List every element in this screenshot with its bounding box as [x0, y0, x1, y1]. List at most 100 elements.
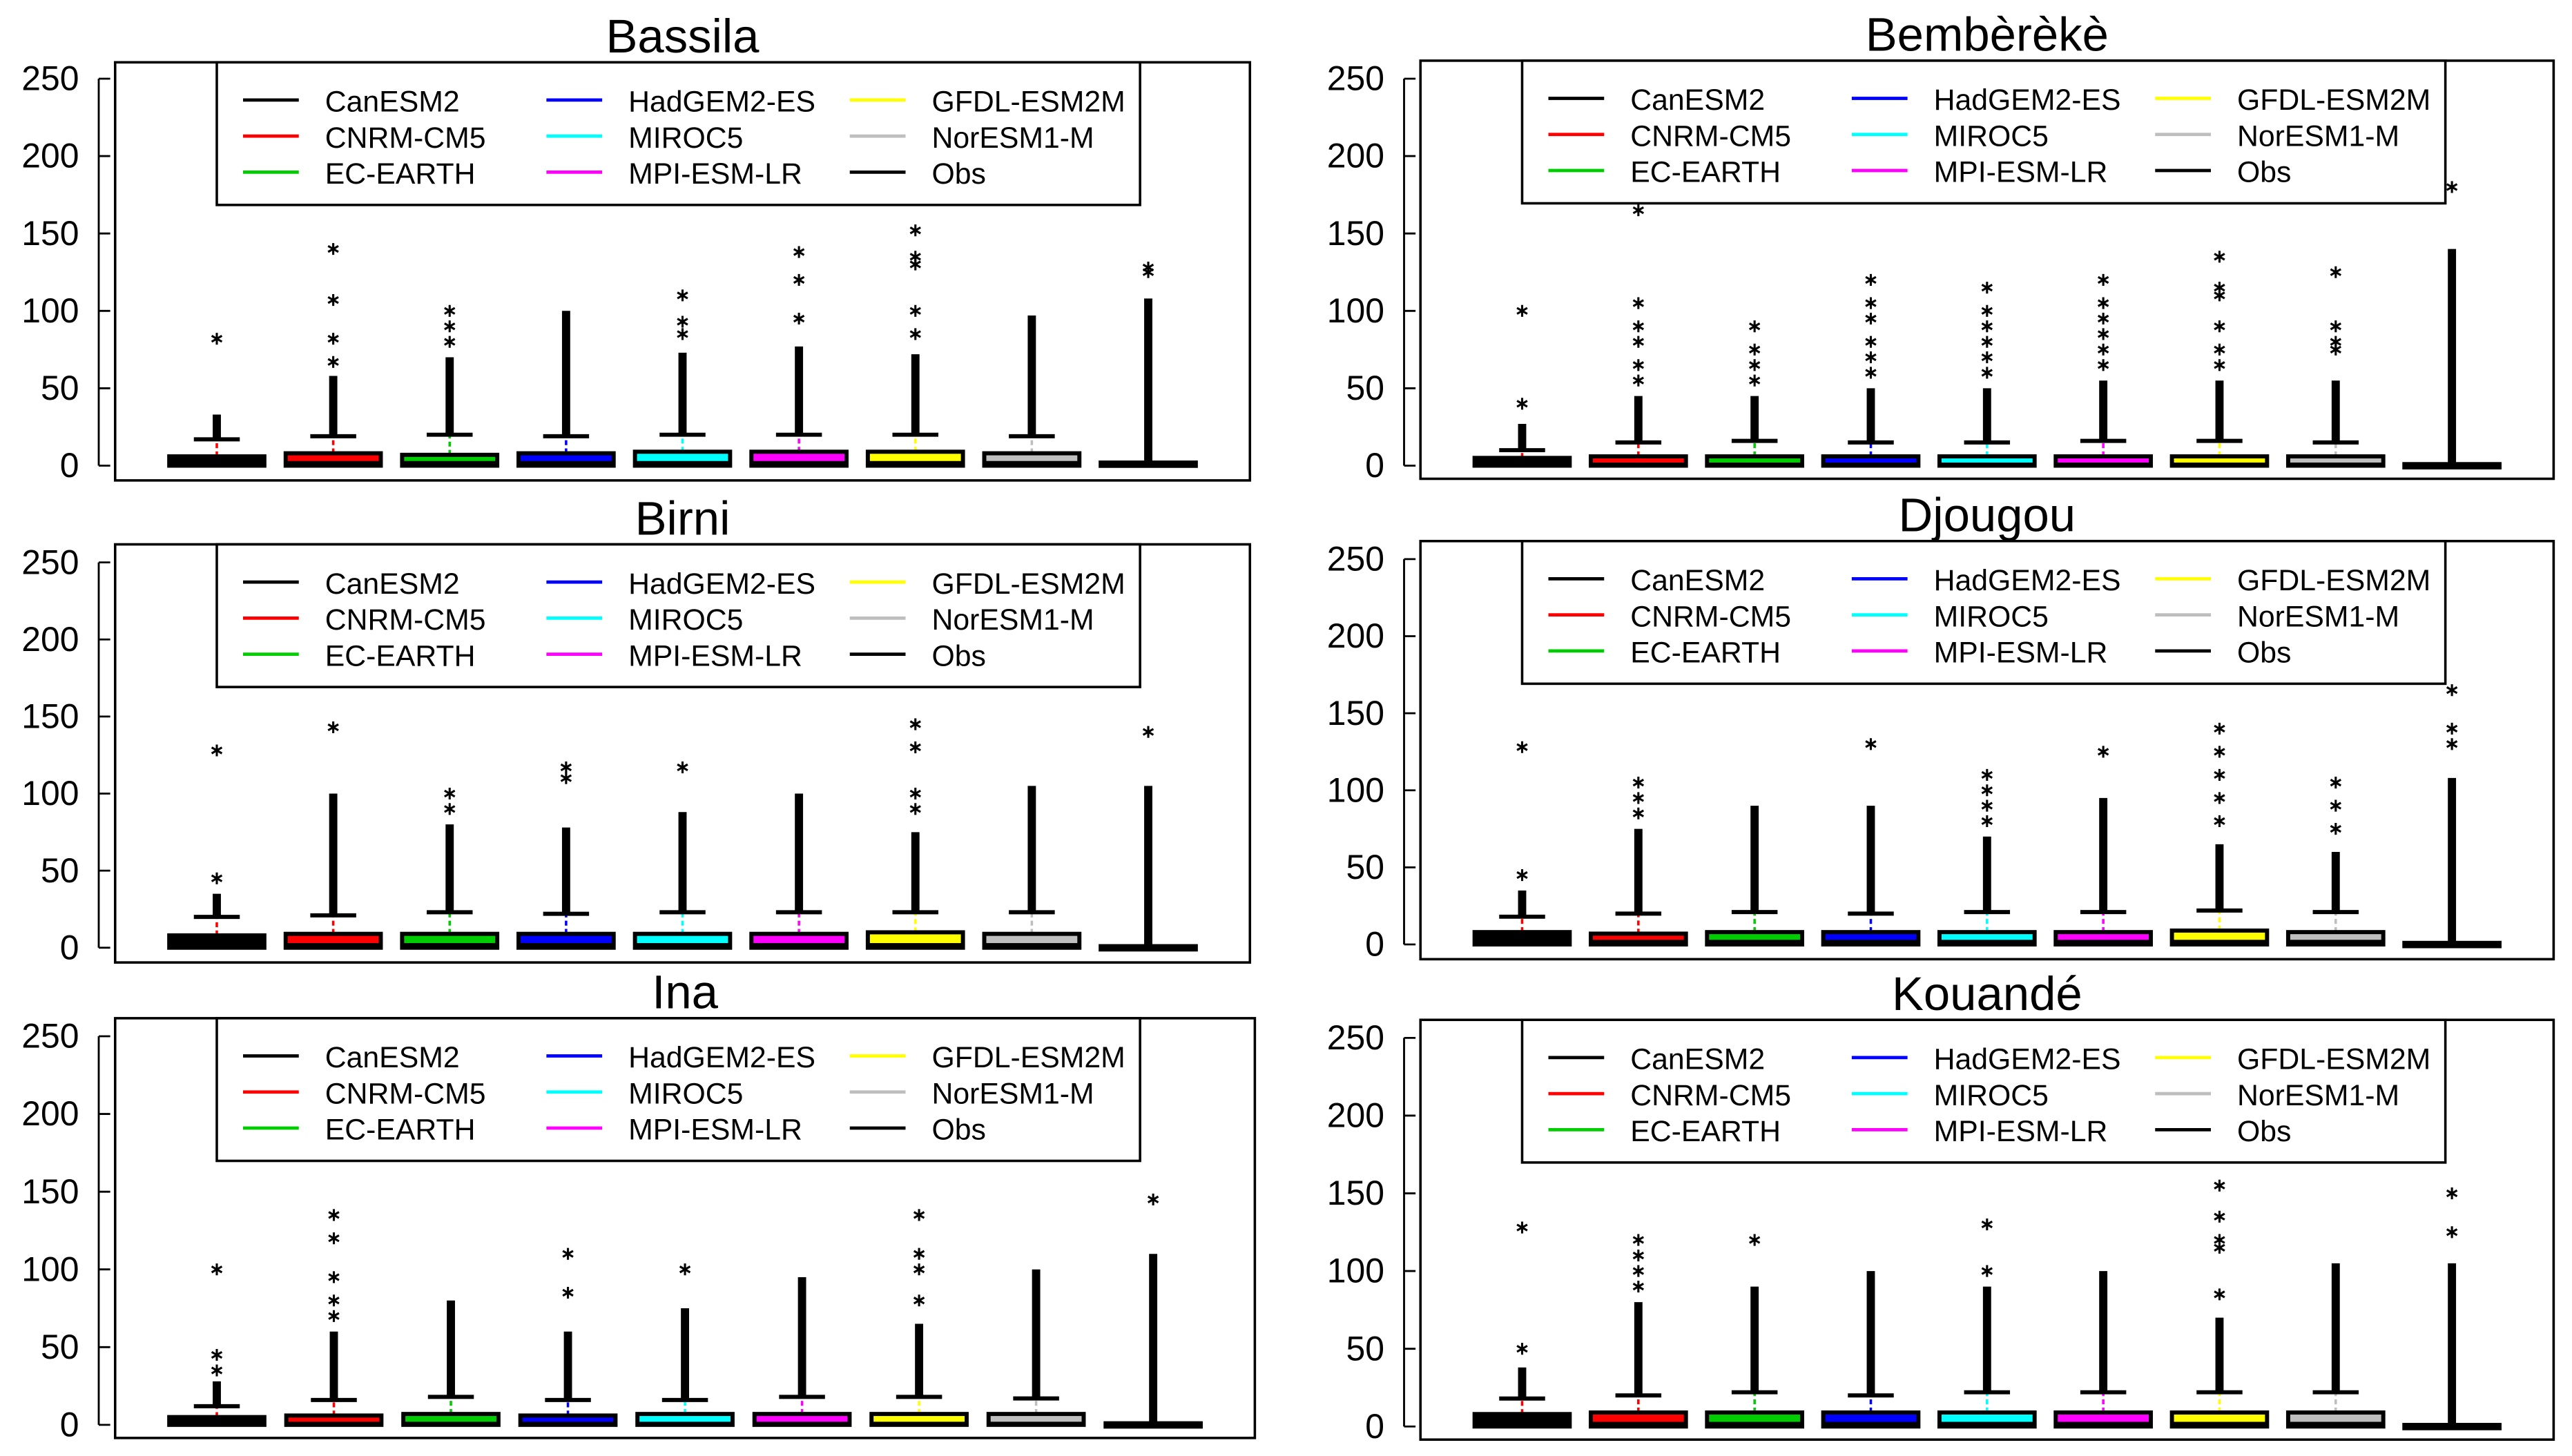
outlier-point [2330, 799, 2341, 812]
box-median-line [1707, 1421, 1803, 1427]
outlier-point [444, 336, 456, 348]
outlier-point [793, 312, 805, 325]
box-median-line [1939, 1421, 2035, 1427]
y-tick-label: 200 [21, 620, 79, 659]
legend-label: Obs [932, 157, 986, 191]
outlier-point [444, 320, 456, 333]
box-median-line [635, 460, 731, 466]
box-hadgem2-es [1821, 738, 1921, 947]
outlier-point [1981, 351, 1993, 364]
outlier-point [211, 333, 223, 345]
y-tick-label: 150 [21, 697, 79, 736]
outlier-point [909, 328, 921, 340]
y-tick-label: 150 [1327, 694, 1384, 732]
box-median-line [169, 464, 264, 466]
outlier-point [2214, 251, 2225, 263]
box-median-line [1590, 940, 1686, 944]
box-noresm1-m [2285, 266, 2386, 468]
box-canesm2 [167, 333, 267, 468]
box-median-line [2288, 1421, 2384, 1427]
legend-label: CNRM-CM5 [325, 1077, 486, 1110]
box-median-line [867, 460, 963, 466]
box-cnrm-cm5 [1588, 204, 1688, 468]
legend-label: MPI-ESM-LR [628, 1114, 802, 1147]
y-tick-label: 250 [21, 1017, 79, 1056]
box-median-line [2404, 465, 2500, 467]
outlier-point [328, 1209, 340, 1221]
legend-box [1520, 539, 2447, 686]
legend-label: GFDL-ESM2M [2237, 564, 2430, 597]
legend-label: HadGEM2-ES [1934, 1043, 2121, 1076]
outlier-point [909, 304, 921, 317]
legend-label: CanESM2 [1630, 564, 1765, 597]
outlier-point [2214, 1234, 2225, 1246]
outlier-point [677, 316, 688, 328]
legend-label: HadGEM2-ES [1934, 564, 2121, 597]
box-cnrm-cm5 [1588, 1234, 1688, 1429]
box-canesm2 [167, 1263, 267, 1427]
box-miroc5 [632, 761, 733, 950]
legend-label: MIROC5 [628, 1077, 743, 1110]
outlier-point [1516, 1343, 1528, 1355]
y-tick-label: 200 [1327, 137, 1384, 175]
legend-label: GFDL-ESM2M [2237, 84, 2430, 117]
box-iqr [167, 933, 267, 950]
outlier-point [1632, 792, 1644, 804]
box-median-line [2172, 463, 2268, 466]
outlier-point [1632, 807, 1644, 819]
box-median-line [2056, 1421, 2152, 1427]
outlier-point [444, 787, 456, 800]
legend-label: HadGEM2-ES [628, 86, 815, 119]
box-median-line [867, 943, 963, 948]
box-median-line [754, 1421, 850, 1425]
outlier-point [1981, 1219, 1993, 1231]
box-cnrm-cm5 [283, 721, 383, 950]
legend-label: GFDL-ESM2M [932, 1041, 1125, 1074]
outlier-point [2097, 297, 2109, 309]
outlier-point [2214, 815, 2225, 827]
outlier-point [2214, 1288, 2225, 1301]
outlier-point [2097, 343, 2109, 356]
outlier-point [2097, 273, 2109, 287]
legend-label: Obs [2237, 1115, 2291, 1148]
box-median-line [519, 943, 614, 948]
legend-label: EC-EARTH [1630, 637, 1781, 670]
box-miroc5 [1937, 282, 2037, 468]
box-noresm1-m [982, 316, 1082, 468]
outlier-point [1632, 777, 1644, 789]
box-obs [2402, 684, 2502, 949]
outlier-point [2330, 336, 2341, 348]
box-hadgem2-es [1821, 1271, 1921, 1429]
legend-box [215, 1017, 1141, 1163]
outlier-point [2214, 746, 2225, 758]
box-cnrm-cm5 [284, 1209, 384, 1427]
box-median-line [402, 460, 498, 466]
outlier-point [793, 246, 805, 258]
legend-label: HadGEM2-ES [628, 1041, 815, 1074]
legend-label: CNRM-CM5 [325, 122, 486, 155]
outlier-point [327, 294, 339, 307]
box-mpi-esm-lr [752, 1277, 852, 1427]
y-tick-label: 50 [1346, 1329, 1384, 1368]
box-canesm2 [167, 744, 267, 950]
outlier-point [1632, 320, 1644, 333]
outlier-point [2446, 1226, 2458, 1239]
outlier-point [1516, 868, 1528, 882]
legend-label: MPI-ESM-LR [1934, 637, 2108, 670]
outlier-point [1516, 1221, 1528, 1234]
outlier-point [560, 761, 572, 774]
outlier-point [909, 224, 921, 237]
outlier-point [444, 803, 456, 815]
box-median-line [751, 460, 847, 466]
y-tick-label: 0 [60, 446, 79, 485]
box-median-line [520, 1421, 616, 1425]
box-median-line [1105, 1424, 1201, 1427]
panel-bembèrèkè: Bembèrèkè 0 50 100 150 200 250 CanESM2CNRM-CM5E… [1327, 8, 2555, 485]
legend-label: EC-EARTH [325, 639, 476, 672]
outlier-point [1516, 398, 1528, 410]
y-tick-label: 200 [21, 137, 79, 175]
panel-kouandé: Kouandé 0 50 100 150 200 250 CanESM2CNRM-CM5EC-… [1327, 967, 2555, 1446]
